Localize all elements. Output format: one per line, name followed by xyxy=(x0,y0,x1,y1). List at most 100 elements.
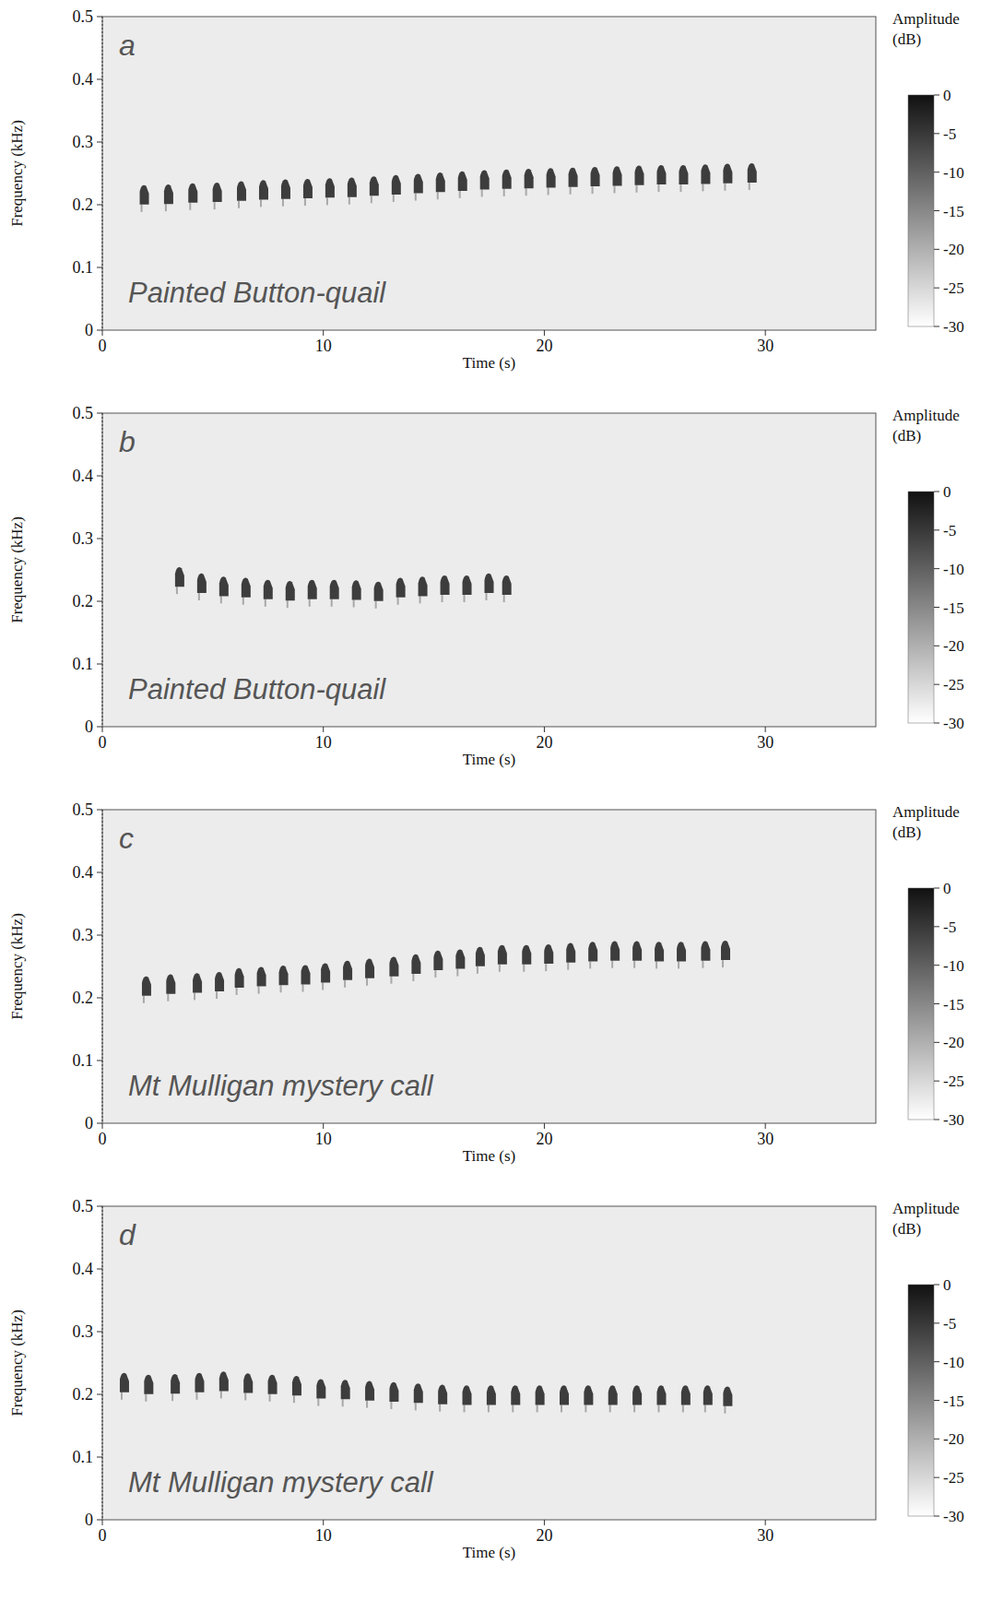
note-tail xyxy=(436,191,439,200)
call-note xyxy=(610,941,620,969)
note-body xyxy=(654,941,664,961)
call-note xyxy=(365,1380,375,1407)
note-tail xyxy=(498,964,501,972)
colorbar-tick-label: 0 xyxy=(943,86,952,105)
colorbar-tick xyxy=(933,1080,940,1082)
note-body xyxy=(214,971,225,992)
colorbar-title: Amplitude xyxy=(892,803,960,821)
note-body xyxy=(330,579,340,600)
call-note xyxy=(521,944,532,972)
y-tick-label: 0.2 xyxy=(72,1384,95,1404)
panel-label: d xyxy=(118,1217,137,1252)
x-tick-label: 0 xyxy=(98,1129,107,1148)
call-note xyxy=(480,169,490,197)
note-tail xyxy=(723,183,726,191)
note-body xyxy=(437,1384,448,1405)
y-axis-title: Frequency (kHz) xyxy=(8,119,26,227)
colorbar-tick-label: -25 xyxy=(943,1072,965,1090)
y-tick-label: 0.5 xyxy=(72,800,95,819)
note-body xyxy=(524,168,534,189)
call-note xyxy=(588,941,598,969)
y-tick xyxy=(96,413,103,414)
note-tail xyxy=(657,1404,660,1412)
note-body xyxy=(632,1384,642,1405)
colorbar-tick xyxy=(933,1041,940,1043)
y-tick xyxy=(96,872,103,874)
note-body xyxy=(462,1384,473,1405)
note-tail xyxy=(419,595,422,603)
x-axis-title: Time (s) xyxy=(462,354,516,372)
note-tail xyxy=(244,1392,247,1400)
note-tail xyxy=(682,1404,685,1412)
panel-label: c xyxy=(118,821,134,855)
note-tail xyxy=(304,198,307,206)
colorbar-tick-label: -20 xyxy=(943,240,965,259)
x-tick-label: 20 xyxy=(535,732,553,752)
note-tail xyxy=(614,185,616,193)
y-tick-label: 0.3 xyxy=(72,1322,95,1341)
colorbar-tick xyxy=(933,1399,940,1401)
x-tick-label: 30 xyxy=(756,732,774,752)
note-tail xyxy=(414,1402,417,1410)
y-tick xyxy=(96,601,103,603)
panel: 00.10.20.30.40.50102030Time (s)Frequency… xyxy=(8,403,965,768)
x-tick xyxy=(765,726,767,733)
note-body xyxy=(365,1380,375,1400)
note-body xyxy=(369,176,379,196)
call-note xyxy=(656,1384,666,1412)
x-tick-label: 20 xyxy=(535,1525,553,1545)
colorbar-tick-label: 0 xyxy=(943,483,952,501)
x-tick-label: 10 xyxy=(315,336,332,355)
call-note xyxy=(175,566,185,594)
marks xyxy=(175,566,512,609)
note-body xyxy=(559,1384,569,1405)
colorbar-tick-label: -25 xyxy=(943,675,965,694)
x-tick xyxy=(765,1519,767,1525)
note-tail xyxy=(456,968,459,977)
call-note xyxy=(325,177,335,205)
panel-label: a xyxy=(118,28,136,62)
colorbar-tick-label: -25 xyxy=(943,1468,965,1487)
note-body xyxy=(194,1372,204,1393)
call-note xyxy=(352,579,362,607)
call-note xyxy=(484,573,495,601)
colorbar-tick-label: -25 xyxy=(943,279,965,297)
note-tail xyxy=(503,188,506,197)
call-note xyxy=(535,1384,545,1412)
y-tick xyxy=(96,1456,103,1458)
panel: 00.10.20.30.40.50102030Time (s)Frequency… xyxy=(8,7,965,372)
note-tail xyxy=(721,959,724,968)
colorbar-tick-label: -10 xyxy=(943,164,965,182)
call-note xyxy=(700,164,710,191)
call-note xyxy=(654,941,664,969)
note-body xyxy=(285,580,296,601)
note-tail xyxy=(566,962,569,970)
note-body xyxy=(635,165,645,186)
note-tail xyxy=(326,197,329,205)
call-note xyxy=(192,972,202,1000)
note-body xyxy=(608,1384,618,1405)
note-tail xyxy=(485,592,488,601)
note-tail xyxy=(166,993,169,1002)
note-tail xyxy=(198,592,201,601)
note-tail xyxy=(611,960,614,969)
call-note xyxy=(613,165,623,193)
y-tick-label: 0.3 xyxy=(72,132,95,152)
note-body xyxy=(588,941,598,961)
call-note xyxy=(396,578,406,605)
note-tail xyxy=(269,1393,272,1402)
note-tail xyxy=(511,1404,514,1412)
colorbar-tick xyxy=(933,645,940,647)
x-tick xyxy=(322,330,324,336)
plot-area xyxy=(102,413,876,727)
note-tail xyxy=(259,199,262,207)
panel: 00.10.20.30.40.50102030Time (s)Frequency… xyxy=(8,1196,965,1561)
y-tick-label: 0.1 xyxy=(72,654,95,674)
note-body xyxy=(263,579,273,600)
y-tick xyxy=(96,204,103,206)
note-tail xyxy=(237,200,240,209)
note-tail xyxy=(282,199,284,207)
note-tail xyxy=(141,204,143,213)
note-tail xyxy=(342,1398,344,1406)
note-body xyxy=(480,169,490,189)
